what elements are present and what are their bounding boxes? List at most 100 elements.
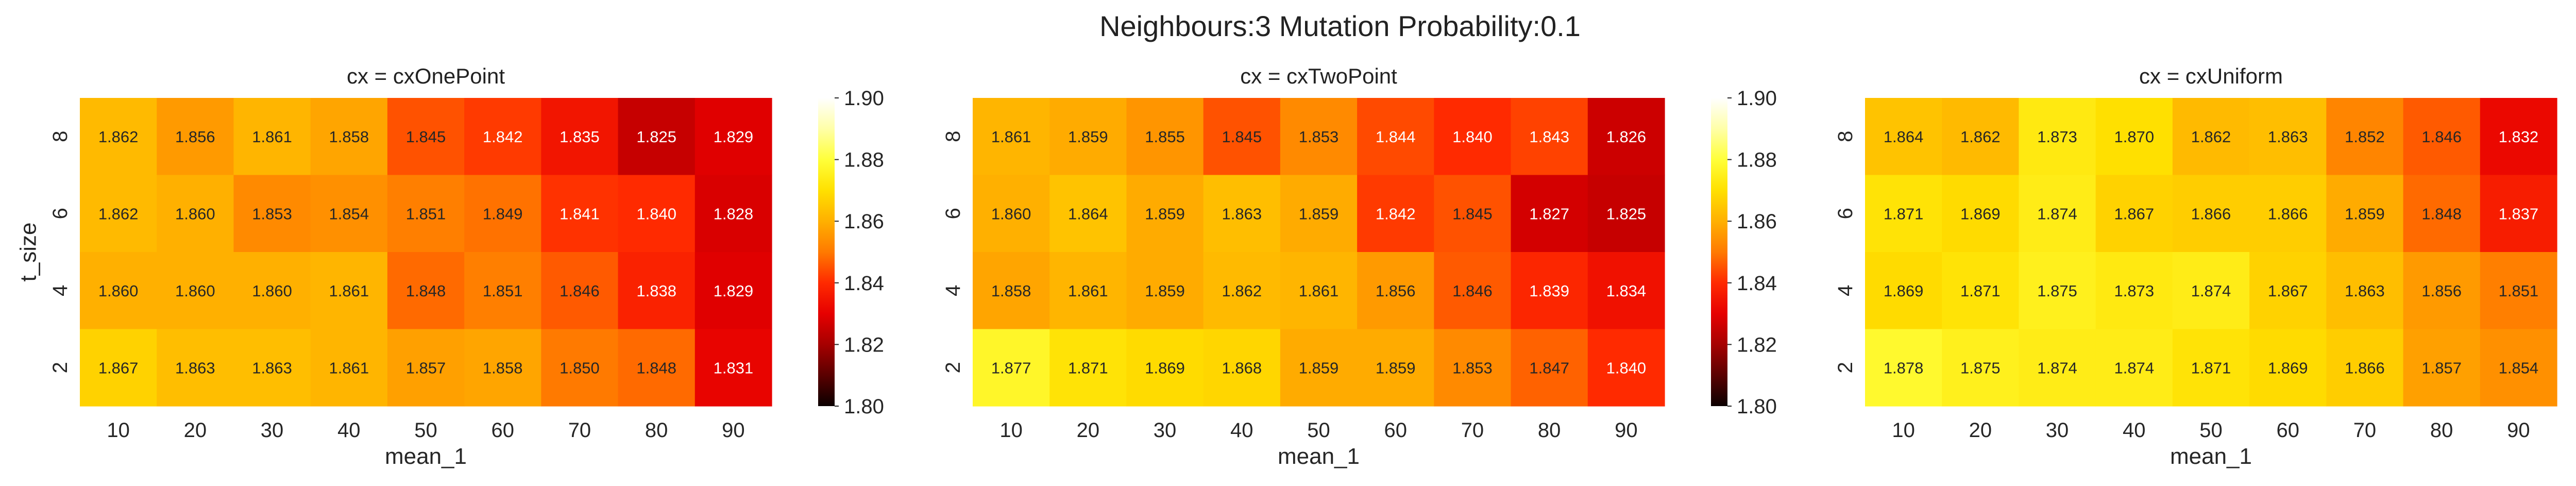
heatmap-panel: cx = cxUniform 1.864 1.862 1.873 1.870 1.862 1… bbox=[1834, 64, 2557, 469]
x-tick-label: 40 bbox=[2123, 419, 2146, 442]
x-tick-label: 30 bbox=[2046, 419, 2069, 442]
x-tick-label: 80 bbox=[645, 419, 668, 442]
cell-value-label: 1.847 bbox=[1529, 359, 1569, 377]
cell-value-label: 1.867 bbox=[98, 359, 139, 377]
y-tick-label: 6 bbox=[1834, 208, 1857, 219]
cell-value-label: 1.859 bbox=[1145, 205, 1185, 223]
heatmap-cell bbox=[694, 252, 772, 330]
cell-value-label: 1.863 bbox=[252, 359, 292, 377]
heatmap-cell bbox=[310, 98, 388, 176]
cell-value-label: 1.854 bbox=[329, 205, 369, 223]
heatmap-cell bbox=[464, 98, 541, 176]
cell-value-label: 1.869 bbox=[1145, 359, 1185, 377]
cell-value-label: 1.859 bbox=[1376, 359, 1416, 377]
y-tick-label: 8 bbox=[942, 131, 964, 142]
cell-value-label: 1.853 bbox=[252, 205, 292, 223]
cell-value-label: 1.861 bbox=[1068, 282, 1108, 300]
cell-value-label: 1.860 bbox=[991, 205, 1031, 223]
heatmap-cell bbox=[2095, 252, 2173, 330]
cell-value-label: 1.845 bbox=[406, 128, 446, 146]
heatmap-cell bbox=[2249, 98, 2327, 176]
heatmap-cell bbox=[1126, 98, 1204, 176]
heatmap-cell bbox=[618, 98, 696, 176]
cell-value-label: 1.878 bbox=[1884, 359, 1924, 377]
cell-value-label: 1.861 bbox=[252, 128, 292, 146]
cell-value-label: 1.863 bbox=[2345, 282, 2385, 300]
cell-value-label: 1.861 bbox=[991, 128, 1031, 146]
cell-value-label: 1.859 bbox=[1145, 282, 1185, 300]
heatmap-cell bbox=[2249, 175, 2327, 253]
cell-value-label: 1.857 bbox=[2421, 359, 2462, 377]
heatmap-cell bbox=[1357, 329, 1434, 407]
colorbar-tick-label: 1.80 bbox=[844, 395, 884, 418]
cell-value-label: 1.849 bbox=[483, 205, 523, 223]
heatmap-cell bbox=[2480, 252, 2557, 330]
heatmap-cell bbox=[618, 252, 696, 330]
heatmap-cell bbox=[541, 175, 619, 253]
x-tick-label: 30 bbox=[1154, 419, 1177, 442]
cell-value-label: 1.845 bbox=[1452, 205, 1493, 223]
heatmap-cell bbox=[80, 329, 157, 407]
heatmap-cell bbox=[973, 252, 1050, 330]
heatmap-cell bbox=[1049, 175, 1127, 253]
cell-value-label: 1.863 bbox=[1222, 205, 1262, 223]
cell-value-label: 1.863 bbox=[2268, 128, 2308, 146]
cell-value-label: 1.866 bbox=[2268, 205, 2308, 223]
cell-value-label: 1.852 bbox=[2345, 128, 2385, 146]
x-tick-label: 50 bbox=[1307, 419, 1330, 442]
cell-value-label: 1.837 bbox=[2499, 205, 2539, 223]
heatmap-cell bbox=[541, 252, 619, 330]
cell-value-label: 1.857 bbox=[406, 359, 446, 377]
heatmap-cell bbox=[464, 252, 541, 330]
x-tick-label: 10 bbox=[999, 419, 1023, 442]
cell-value-label: 1.874 bbox=[2037, 205, 2077, 223]
heatmap-cell bbox=[464, 175, 541, 253]
cell-value-label: 1.838 bbox=[636, 282, 676, 300]
y-tick-label: 2 bbox=[49, 362, 72, 373]
heatmap-cell bbox=[2480, 329, 2557, 407]
cell-value-label: 1.871 bbox=[2191, 359, 2231, 377]
cell-value-label: 1.859 bbox=[1299, 205, 1339, 223]
cell-value-label: 1.869 bbox=[2268, 359, 2308, 377]
heatmap-cell bbox=[233, 98, 311, 176]
heatmap-cell bbox=[1357, 252, 1434, 330]
x-tick-label: 20 bbox=[184, 419, 207, 442]
heatmap-cell bbox=[1357, 98, 1434, 176]
heatmap-cell bbox=[2172, 252, 2250, 330]
cell-value-label: 1.856 bbox=[2421, 282, 2462, 300]
colorbar bbox=[1711, 98, 1727, 406]
x-tick-label: 40 bbox=[337, 419, 361, 442]
x-tick-label: 20 bbox=[1969, 419, 1992, 442]
heatmap-cell bbox=[1587, 252, 1665, 330]
cell-value-label: 1.861 bbox=[329, 359, 369, 377]
colorbar-tick-label: 1.90 bbox=[1737, 87, 1777, 110]
heatmap-cell bbox=[1434, 329, 1512, 407]
cell-value-label: 1.860 bbox=[175, 205, 215, 223]
x-tick-label: 60 bbox=[491, 419, 514, 442]
cell-value-label: 1.839 bbox=[1529, 282, 1569, 300]
cell-value-label: 1.874 bbox=[2037, 359, 2077, 377]
heatmap-cell bbox=[1280, 252, 1358, 330]
heatmap-cell bbox=[1203, 175, 1281, 253]
heatmap-cell bbox=[157, 252, 234, 330]
cell-value-label: 1.862 bbox=[1960, 128, 2001, 146]
heatmap-cell bbox=[1511, 175, 1588, 253]
y-tick-label: 4 bbox=[1834, 285, 1857, 296]
colorbar-tick-label: 1.82 bbox=[844, 333, 884, 356]
heatmap-cell bbox=[1511, 98, 1588, 176]
heatmap-cell bbox=[2326, 252, 2404, 330]
heatmap-cell bbox=[1587, 175, 1665, 253]
x-axis-label: mean_1 bbox=[1278, 444, 1360, 469]
cell-value-label: 1.858 bbox=[329, 128, 369, 146]
heatmap-cell bbox=[2095, 175, 2173, 253]
heatmap-cell bbox=[2480, 98, 2557, 176]
y-tick-label: 4 bbox=[49, 285, 72, 296]
heatmap-cell bbox=[2403, 329, 2481, 407]
colorbar-tick-label: 1.88 bbox=[1737, 149, 1777, 172]
heatmap-cell bbox=[2172, 98, 2250, 176]
heatmap-cell bbox=[1865, 98, 1942, 176]
cell-value-label: 1.873 bbox=[2114, 282, 2154, 300]
colorbar bbox=[818, 98, 835, 406]
heatmap-cell bbox=[2095, 329, 2173, 407]
figure-suptitle: Neighbours:3 Mutation Probability:0.1 bbox=[1099, 10, 1581, 42]
